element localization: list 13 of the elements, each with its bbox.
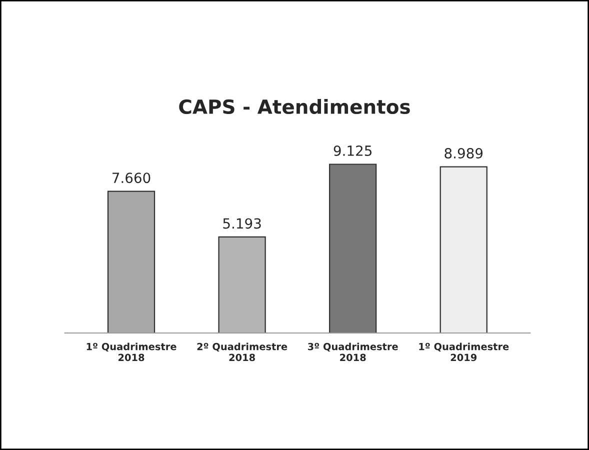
data-label: 8.989 (444, 148, 483, 159)
chart-title: CAPS - Atendimentos (179, 99, 410, 114)
bar (329, 164, 377, 333)
data-label: 5.193 (223, 218, 261, 229)
data-label: 9.125 (334, 146, 372, 156)
bar (107, 190, 156, 333)
x-tick-label: 3º Quadrimestre 2018 (308, 342, 398, 362)
x-tick-label: 1º Quadrimestre 2019 (419, 342, 509, 362)
x-tick-label: 2º Quadrimestre 2018 (197, 342, 288, 362)
x-tick-label: 1º Quadrimestre 2018 (86, 342, 176, 362)
bar (218, 236, 266, 333)
bar (440, 166, 488, 333)
data-label: 7.660 (112, 172, 150, 184)
